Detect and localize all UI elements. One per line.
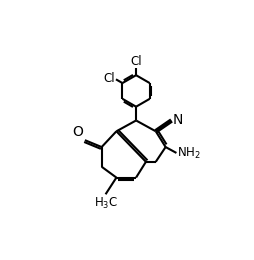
Text: Cl: Cl	[130, 55, 142, 68]
Text: NH$_2$: NH$_2$	[177, 145, 201, 160]
Text: O: O	[72, 125, 83, 139]
Text: N: N	[172, 113, 183, 127]
Text: H$_3$C: H$_3$C	[93, 196, 118, 211]
Text: Cl: Cl	[103, 73, 115, 86]
